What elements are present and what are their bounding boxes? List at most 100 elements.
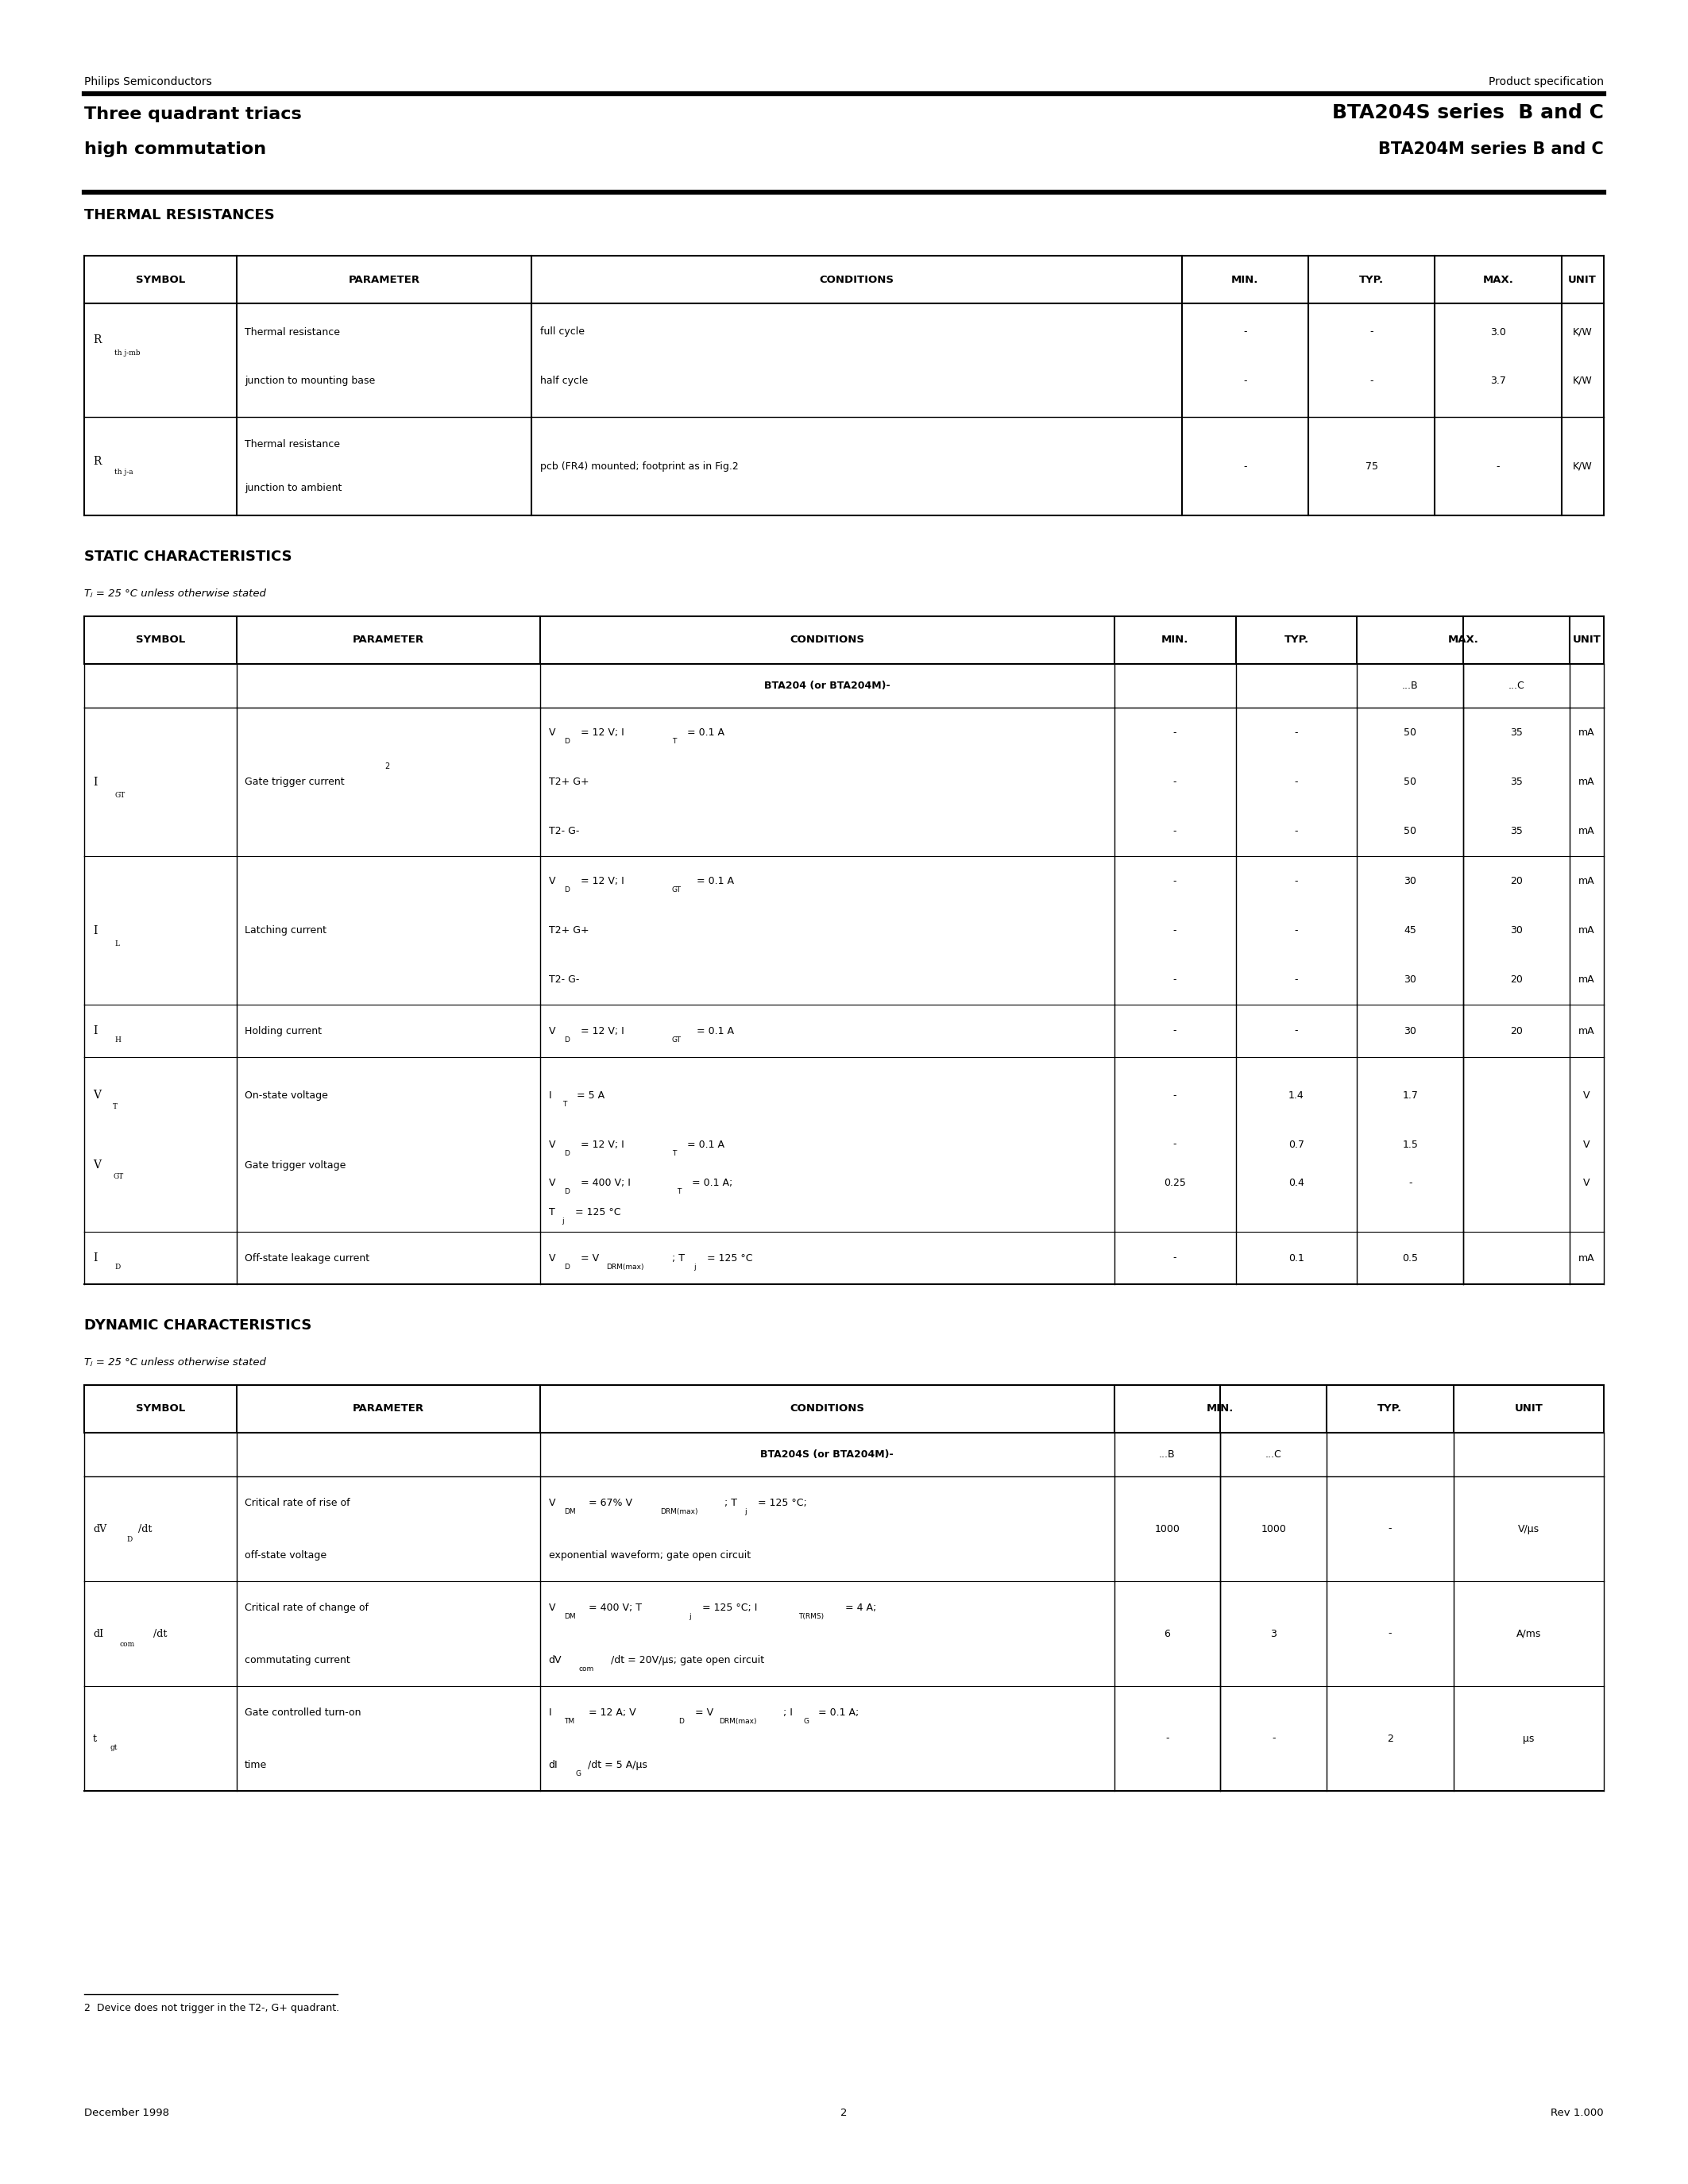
Text: V: V (549, 1603, 555, 1612)
Text: Tⱼ = 25 °C unless otherwise stated: Tⱼ = 25 °C unless otherwise stated (84, 587, 267, 598)
Text: T: T (562, 1101, 567, 1107)
Text: T2+ G+: T2+ G+ (549, 778, 589, 786)
Text: -: - (1295, 926, 1298, 935)
Text: BTA204S series  B and C: BTA204S series B and C (1332, 103, 1604, 122)
Text: DRM(max): DRM(max) (660, 1507, 697, 1516)
Text: t: t (93, 1734, 96, 1743)
Text: T: T (549, 1208, 555, 1219)
Text: half cycle: half cycle (540, 376, 587, 387)
Text: off-state voltage: off-state voltage (245, 1551, 327, 1559)
Text: = V: = V (692, 1708, 714, 1717)
Text: SYMBOL: SYMBOL (135, 275, 186, 284)
Text: 50: 50 (1404, 826, 1416, 836)
Text: CONDITIONS: CONDITIONS (790, 636, 864, 644)
Text: /dt = 20V/μs; gate open circuit: /dt = 20V/μs; gate open circuit (611, 1655, 765, 1664)
Text: dV: dV (93, 1524, 106, 1533)
Text: T: T (672, 738, 677, 745)
Text: junction to mounting base: junction to mounting base (245, 376, 375, 387)
Text: I: I (549, 1708, 552, 1717)
Text: -: - (1242, 376, 1247, 387)
Text: T2+ G+: T2+ G+ (549, 926, 589, 935)
Text: SYMBOL: SYMBOL (135, 1404, 186, 1413)
Text: -: - (1496, 461, 1501, 472)
Text: -: - (1173, 727, 1177, 738)
Text: BTA204M series B and C: BTA204M series B and C (1377, 142, 1604, 157)
Text: MAX.: MAX. (1448, 636, 1479, 644)
Text: TM: TM (564, 1717, 574, 1725)
Text: 3.7: 3.7 (1491, 376, 1506, 387)
Text: dI: dI (93, 1629, 103, 1638)
Text: = 12 V; I: = 12 V; I (577, 1140, 625, 1149)
Text: mA: mA (1578, 778, 1595, 786)
Text: /dt = 5 A/μs: /dt = 5 A/μs (587, 1760, 647, 1769)
Text: CONDITIONS: CONDITIONS (790, 1404, 864, 1413)
Text: CONDITIONS: CONDITIONS (819, 275, 895, 284)
Text: th j-mb: th j-mb (115, 349, 140, 356)
Text: DYNAMIC CHARACTERISTICS: DYNAMIC CHARACTERISTICS (84, 1317, 312, 1332)
Text: -: - (1173, 876, 1177, 887)
Text: I: I (93, 1024, 98, 1037)
Text: GT: GT (115, 791, 125, 799)
Text: R: R (93, 456, 101, 467)
Text: D: D (127, 1535, 132, 1544)
Text: 2: 2 (385, 762, 390, 771)
Text: com: com (579, 1664, 594, 1673)
Text: = 12 V; I: = 12 V; I (577, 727, 625, 738)
Text: 30: 30 (1511, 926, 1523, 935)
Text: -: - (1369, 328, 1374, 336)
Text: PARAMETER: PARAMETER (353, 636, 424, 644)
Text: 1000: 1000 (1261, 1524, 1286, 1533)
Text: I: I (93, 924, 98, 937)
Text: = 0.1 A: = 0.1 A (684, 727, 724, 738)
Text: MIN.: MIN. (1207, 1404, 1234, 1413)
Text: V: V (1583, 1140, 1590, 1149)
Text: -: - (1173, 1140, 1177, 1149)
Text: TYP.: TYP. (1377, 1404, 1403, 1413)
Text: MAX.: MAX. (1482, 275, 1514, 284)
Text: UNIT: UNIT (1514, 1404, 1543, 1413)
Text: DM: DM (564, 1507, 576, 1516)
Text: TYP.: TYP. (1359, 275, 1384, 284)
Text: 3.0: 3.0 (1491, 328, 1506, 336)
Text: PARAMETER: PARAMETER (348, 275, 420, 284)
Text: D: D (564, 1149, 569, 1158)
Text: BTA204S (or BTA204M)-: BTA204S (or BTA204M)- (761, 1450, 893, 1459)
Text: 3: 3 (1271, 1629, 1276, 1638)
Text: V: V (1583, 1090, 1590, 1101)
Text: December 1998: December 1998 (84, 2108, 169, 2118)
Text: ; T: ; T (724, 1498, 738, 1507)
Text: UNIT: UNIT (1573, 636, 1600, 644)
Text: exponential waveform; gate open circuit: exponential waveform; gate open circuit (549, 1551, 751, 1559)
Text: 75: 75 (1366, 461, 1377, 472)
Text: BTA204 (or BTA204M)-: BTA204 (or BTA204M)- (765, 681, 890, 690)
Text: L: L (115, 939, 120, 948)
Text: mA: mA (1578, 727, 1595, 738)
Text: gt: gt (110, 1743, 116, 1752)
Text: DRM(max): DRM(max) (719, 1717, 756, 1725)
Text: A/ms: A/ms (1516, 1629, 1541, 1638)
Text: D: D (564, 1262, 569, 1271)
Text: T: T (113, 1103, 118, 1109)
Text: 6: 6 (1165, 1629, 1170, 1638)
Text: = 5 A: = 5 A (574, 1090, 604, 1101)
Text: 1.4: 1.4 (1288, 1090, 1305, 1101)
Text: ...B: ...B (1403, 681, 1418, 690)
Text: /dt: /dt (138, 1524, 152, 1533)
Text: UNIT: UNIT (1568, 275, 1597, 284)
Text: mA: mA (1578, 1254, 1595, 1262)
Text: = 12 A; V: = 12 A; V (586, 1708, 636, 1717)
Text: 0.1: 0.1 (1288, 1254, 1305, 1262)
Text: = 125 °C: = 125 °C (704, 1254, 753, 1262)
Text: j: j (744, 1507, 746, 1516)
Text: TYP.: TYP. (1285, 636, 1308, 644)
Text: = 0.1 A;: = 0.1 A; (815, 1708, 859, 1717)
Text: V: V (549, 876, 555, 887)
Text: GT: GT (672, 1035, 682, 1044)
Text: 1.5: 1.5 (1403, 1140, 1418, 1149)
Text: V/μs: V/μs (1518, 1524, 1539, 1533)
Text: K/W: K/W (1573, 328, 1592, 336)
Text: = 0.1 A;: = 0.1 A; (689, 1177, 733, 1188)
Text: j: j (562, 1219, 564, 1225)
Text: th j-a: th j-a (115, 470, 133, 476)
Text: G: G (576, 1769, 581, 1778)
